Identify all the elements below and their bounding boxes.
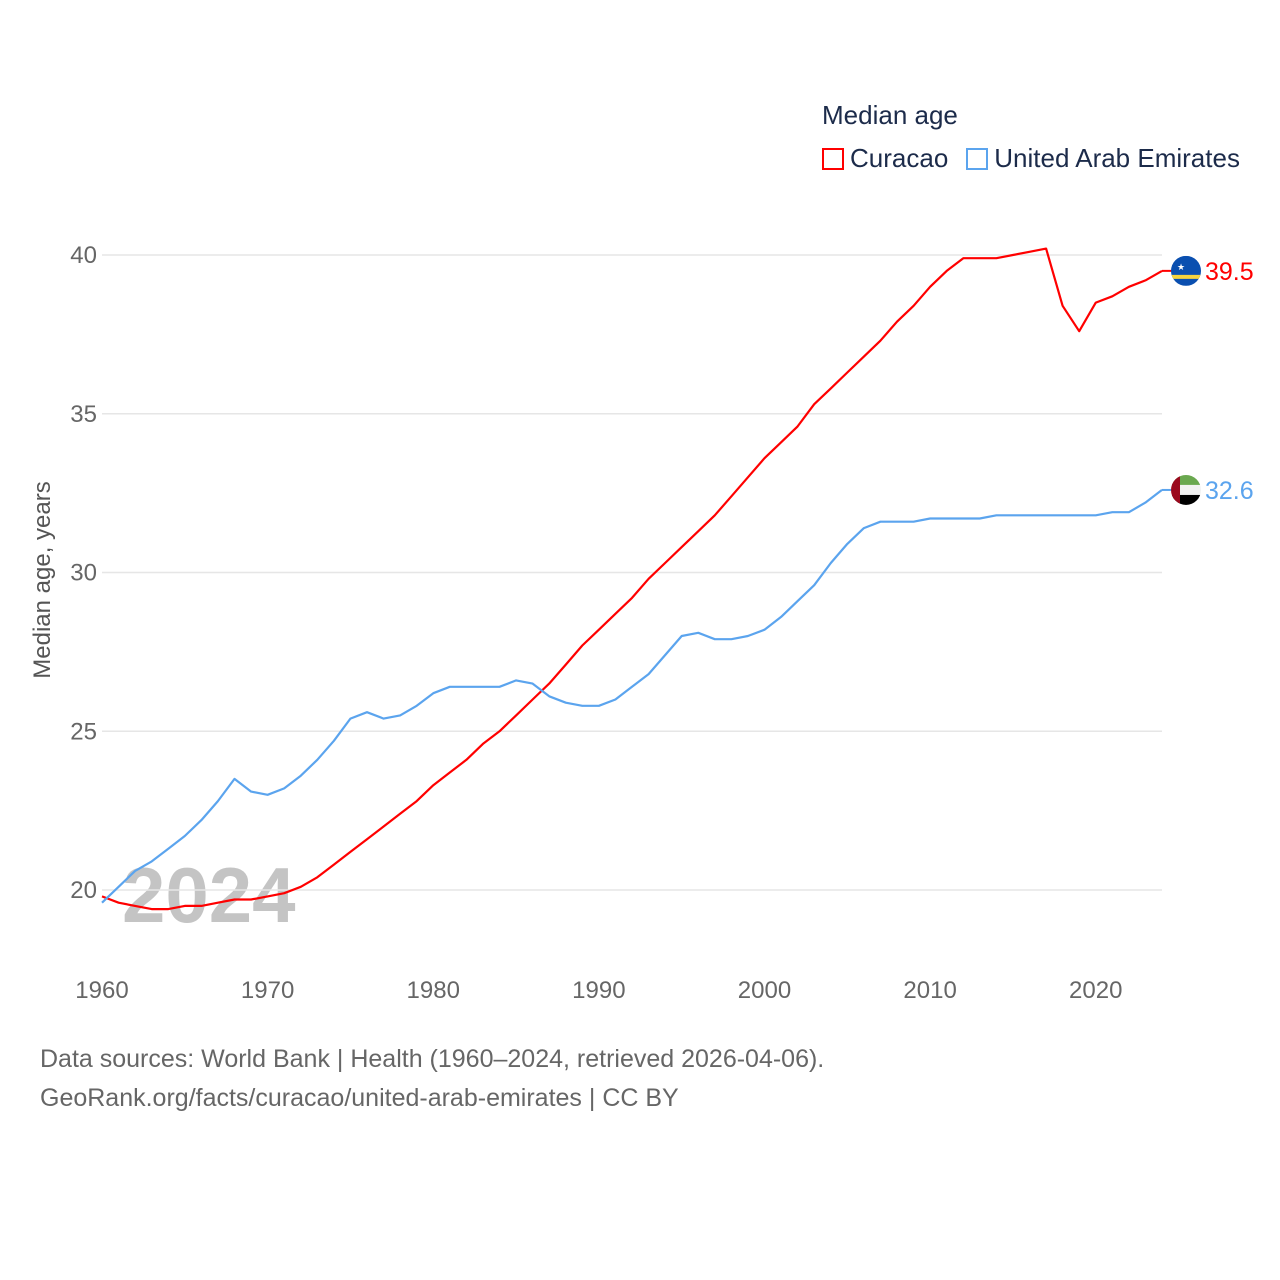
series-line-curacao <box>101 247 1163 911</box>
y-tick-label: 35 <box>70 401 97 428</box>
x-tick-label: 1980 <box>407 977 460 1004</box>
x-tick-label: 1970 <box>241 977 294 1004</box>
legend-item-uae[interactable]: United Arab Emirates <box>966 143 1240 174</box>
footer-attribution[interactable]: GeoRank.org/facts/curacao/united-arab-em… <box>40 1084 679 1112</box>
x-tick-label: 1960 <box>75 977 128 1004</box>
svg-text:★: ★ <box>1177 262 1185 272</box>
year-watermark: 2024 <box>122 851 296 939</box>
curacao-flag-icon: ★ <box>1171 255 1201 286</box>
legend-label-uae: United Arab Emirates <box>994 143 1240 173</box>
y-tick-label: 25 <box>70 718 97 745</box>
y-tick-label: 40 <box>70 242 97 269</box>
uae-flag-icon <box>1171 474 1201 505</box>
legend-item-curacao[interactable]: Curacao <box>822 143 948 174</box>
x-tick-label: 2010 <box>903 977 956 1004</box>
y-axis-label: Median age, years <box>29 481 56 678</box>
x-tick-label: 1990 <box>572 977 625 1004</box>
y-tick-label: 30 <box>70 560 97 587</box>
x-tick-label: 2020 <box>1069 977 1122 1004</box>
legend-label-curacao: Curacao <box>850 143 949 173</box>
end-value-label: 39.5 <box>1205 258 1254 286</box>
legend: Curacao United Arab Emirates <box>822 143 1240 174</box>
legend-swatch-uae <box>966 147 989 170</box>
legend-title: Median age <box>822 100 958 130</box>
y-tick-label: 20 <box>70 877 97 904</box>
footer-sources: Data sources: World Bank | Health (1960–… <box>40 1045 825 1073</box>
x-tick-label: 2000 <box>738 977 791 1004</box>
series-line-uae <box>101 489 1163 904</box>
legend-swatch-curacao <box>822 147 844 170</box>
end-value-label: 32.6 <box>1205 477 1254 505</box>
